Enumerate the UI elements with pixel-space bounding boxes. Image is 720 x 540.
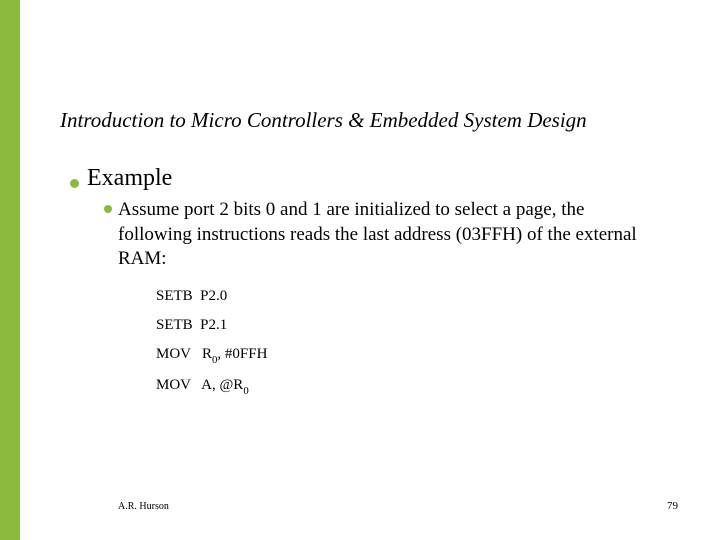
bullet-level2: Assume port 2 bits 0 and 1 are initializ… — [104, 198, 660, 272]
slide: Introduction to Micro Controllers & Embe… — [0, 0, 720, 540]
code-block: SETB P2.0 SETB P2.1 MOV R0, #0FFH MOV A, @R… — [156, 288, 660, 396]
code-line: MOV R0, #0FFH — [156, 346, 660, 365]
slide-content: Example Assume port 2 bits 0 and 1 are i… — [70, 165, 660, 408]
code-line: SETB P2.1 — [156, 317, 660, 334]
bullet-level1-text: Example — [87, 165, 172, 192]
bullet-level1: Example — [70, 165, 660, 192]
footer-page-number: 79 — [667, 500, 678, 512]
bullet-dot-icon — [104, 205, 112, 213]
code-line: SETB P2.0 — [156, 288, 660, 305]
slide-title: Introduction to Micro Controllers & Embe… — [60, 108, 680, 133]
bullet-dot-icon — [70, 179, 79, 188]
bullet-level2-text: Assume port 2 bits 0 and 1 are initializ… — [118, 198, 660, 272]
code-line: MOV A, @R0 — [156, 377, 660, 396]
footer-author: A.R. Hurson — [118, 501, 169, 512]
